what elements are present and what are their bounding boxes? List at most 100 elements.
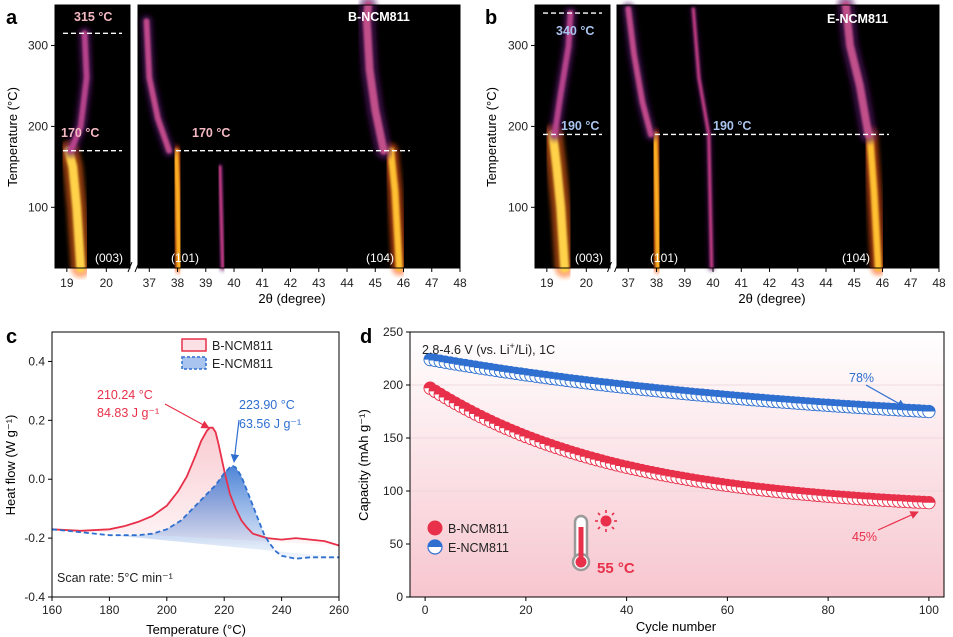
streak-101-high-b-group — [621, 2, 658, 142]
x-tick-label-c: 200 — [157, 603, 177, 617]
x-tick-label-d: 40 — [620, 603, 634, 617]
y-axis-label-c: Heat flow (W g⁻¹) — [3, 415, 18, 516]
x-tick-label-a: 42 — [284, 276, 298, 290]
y-tick-label-c: 0.4 — [28, 354, 45, 368]
x-tick-label-a: 48 — [453, 276, 467, 290]
transition-label-a-low-left: 170 °C — [61, 126, 99, 140]
heatmap-a-right-bg — [138, 5, 460, 268]
x-tick-label-b: 20 — [580, 276, 594, 290]
arrow-b-ncm811-c — [164, 403, 210, 429]
x-tick-label-a: 38 — [171, 276, 185, 290]
streak-101-low-b-group — [649, 129, 664, 274]
y-tick-label-a: 100 — [28, 200, 48, 214]
x-tick-label-a: 43 — [312, 276, 326, 290]
streak-003-high-a-core — [67, 30, 90, 154]
y-tick-label-b: 100 — [508, 200, 528, 214]
y-tick-label-d: 150 — [383, 431, 403, 445]
peak-temp-b-ncm811: 210.24 °C — [97, 388, 153, 402]
streak-104-low-b-group — [862, 126, 886, 276]
streak-104-low-a-core — [387, 147, 403, 272]
peak-label-a-101: (101) — [171, 251, 199, 265]
streak-003-low-b-core — [548, 130, 570, 273]
legend-swatch-e-ncm811-c — [181, 356, 207, 370]
y-tick-label-c: -0.2 — [24, 531, 45, 545]
panel-b: b 340 °C 190 °C 190 °C E-NCM811 (003) (1… — [484, 0, 946, 306]
panel-a: a 315 °C 170 °C 170 °C B-NCM811 (003) (1… — [5, 0, 467, 306]
enthalpy-b-ncm811: 84.83 J g⁻¹ — [97, 406, 159, 420]
panel-label-d: d — [360, 326, 372, 348]
sample-label-a: B-NCM811 — [348, 10, 410, 24]
y-tick-label-c: -0.4 — [24, 590, 45, 604]
x-tick-label-b: 38 — [650, 276, 664, 290]
x-tick-label-c: 260 — [329, 603, 349, 617]
retention-b-ncm811: 45% — [852, 530, 877, 544]
frame-right-a — [137, 4, 461, 269]
x-axis-label-b: 2θ (degree) — [738, 291, 805, 306]
streak-003-high-b-core — [551, 10, 574, 138]
x-tick-label-a: 19 — [60, 276, 74, 290]
legend-label-b-ncm811-d: B-NCM811 — [448, 522, 509, 536]
axis-break-mark-a — [127, 261, 133, 273]
x-tick-label-d: 0 — [422, 603, 429, 617]
x-tick-label-d: 80 — [821, 603, 835, 617]
line-b-ncm811 — [51, 426, 340, 547]
streak-101-high-a-core — [143, 18, 173, 154]
x-tick-label-b: 40 — [706, 276, 720, 290]
arrow-retention-b — [877, 511, 919, 531]
e-ncm811-point — [922, 404, 936, 419]
streak-101-low-b-core — [652, 132, 661, 271]
x-tick-label-a: 46 — [397, 276, 411, 290]
peak-label-b-101: (101) — [650, 251, 678, 265]
legend-label-e-ncm811-c: E-NCM811 — [212, 357, 273, 371]
heatmap-b-right-bg — [617, 5, 939, 268]
x-axis-label-a: 2θ (degree) — [258, 291, 325, 306]
frame-right-b — [616, 4, 940, 269]
streak-101-low-a-core — [173, 148, 182, 271]
streak-006-a-core — [218, 165, 225, 270]
plot-frame-d — [409, 331, 945, 598]
panel-c: c 160 180 200 220 240 260 -0.4 -0.2 0.0 0.2 0.4 B-… — [3, 326, 349, 637]
x-tick-label-a: 44 — [340, 276, 354, 290]
streak-104-high-b-group — [837, 0, 878, 144]
x-tick-label-c: 160 — [42, 603, 62, 617]
e-ncm811-points — [423, 352, 936, 419]
retention-e-ncm811: 78% — [849, 371, 874, 385]
x-tick-label-a: 45 — [369, 276, 383, 290]
streak-104-high-b-core — [841, 1, 873, 139]
panel-label-c: c — [6, 326, 17, 348]
x-tick-label-b: 48 — [932, 276, 946, 290]
heatmap-a-left-bg — [55, 5, 130, 268]
legend-label-e-ncm811-d: E-NCM811 — [448, 541, 509, 555]
peak-label-a-104: (104) — [366, 251, 394, 265]
b-ncm811-points — [423, 381, 936, 510]
x-tick-label-b: 45 — [848, 276, 862, 290]
x-tick-label-a: 39 — [199, 276, 213, 290]
x-tick-label-b: 46 — [876, 276, 890, 290]
scan-rate-note: Scan rate: 5°C min⁻¹ — [57, 571, 173, 585]
transition-label-b-high: 340 °C — [556, 24, 594, 38]
temperature-label: 55 °C — [597, 560, 635, 577]
streak-101-low-a-group — [170, 145, 185, 274]
y-axis-label-b: Temperature (°C) — [484, 87, 499, 187]
legend-swatch-b-ncm811-c — [181, 338, 207, 352]
transition-label-b-low-left: 190 °C — [561, 119, 599, 133]
x-tick-label-a: 47 — [425, 276, 439, 290]
streak-003-high-b-group — [548, 6, 578, 142]
x-tick-label-b: 47 — [904, 276, 918, 290]
streak-006-b-core — [691, 7, 714, 270]
streak-101-high-a-group — [139, 14, 176, 158]
y-tick-label-d: 0 — [396, 590, 403, 604]
streak-101-high-b-core — [625, 6, 654, 138]
enthalpy-e-ncm811: 63.56 J g⁻¹ — [239, 417, 301, 431]
line-e-ncm811 — [51, 465, 339, 560]
streak-003-low-a-group — [58, 140, 91, 278]
x-tick-label-b: 44 — [819, 276, 833, 290]
x-tick-label-b: 43 — [791, 276, 805, 290]
x-axis-label-c: Temperature (°C) — [146, 622, 246, 637]
streak-006-b-group — [690, 5, 715, 272]
y-axis-label-a: Temperature (°C) — [5, 87, 20, 187]
y-tick-label-d: 50 — [390, 537, 404, 551]
x-tick-label-b: 37 — [622, 276, 636, 290]
streak-104-low-a-group — [383, 143, 407, 276]
